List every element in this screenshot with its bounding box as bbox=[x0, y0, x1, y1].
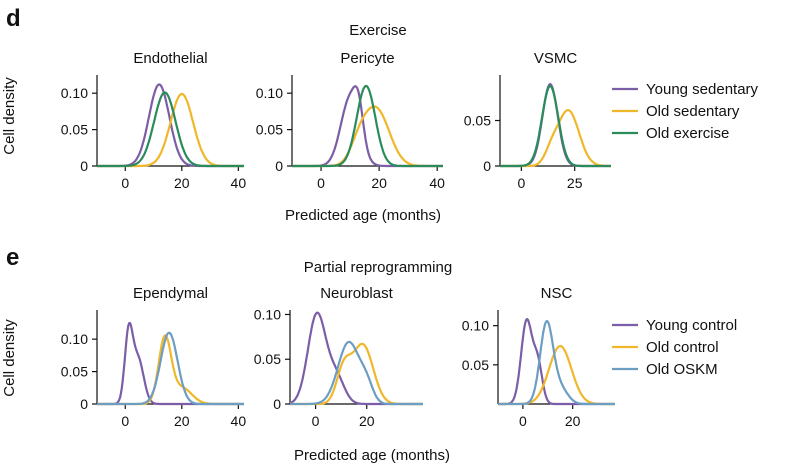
series-line-young-control bbox=[289, 311, 424, 406]
x-tick-label: 0 bbox=[121, 175, 129, 191]
panel-e-ylabel: Cell density bbox=[1, 319, 18, 397]
x-tick-label: 25 bbox=[567, 175, 583, 191]
y-tick-label: 0 bbox=[275, 158, 283, 174]
panel-d-title: Exercise bbox=[349, 22, 407, 39]
y-tick-label: 0.05 bbox=[256, 122, 283, 138]
x-tick-label: 20 bbox=[174, 413, 190, 429]
chart-title: Ependymal bbox=[133, 285, 208, 302]
x-tick-label: 0 bbox=[317, 175, 325, 191]
panel-e-letter: e bbox=[6, 244, 19, 271]
legend-label-young-sedentary: Young sedentary bbox=[646, 81, 759, 98]
legend-d: Young sedentary Old sedentary Old exerci… bbox=[612, 81, 759, 142]
series-line-young-sedentary bbox=[291, 85, 444, 168]
chart-title: Pericyte bbox=[340, 50, 394, 67]
series-line-old-exercise bbox=[499, 84, 612, 168]
x-tick-label: 40 bbox=[429, 175, 445, 191]
y-tick-label: 0 bbox=[80, 396, 88, 412]
chart-ependymal: Ependymal 0 0.05 0.10 0 20 40 bbox=[61, 285, 247, 429]
y-tick-label: 0 bbox=[273, 396, 281, 412]
y-tick-label: 0 bbox=[483, 158, 491, 174]
legend-label-old-control: Old control bbox=[646, 339, 719, 356]
series-line-old-oskm bbox=[289, 340, 424, 406]
y-tick-label: 0.05 bbox=[462, 357, 489, 373]
series-line-old-control bbox=[96, 334, 245, 406]
series-line-old-oskm bbox=[96, 331, 245, 406]
series-line-old-sedentary bbox=[499, 108, 612, 168]
panel-d-ylabel: Cell density bbox=[1, 77, 18, 155]
x-tick-label: 0 bbox=[312, 413, 320, 429]
chart-pericyte: Pericyte 0 0.05 0.10 0 20 40 bbox=[256, 50, 445, 191]
panel-d-xlabel: Predicted age (months) bbox=[285, 207, 441, 224]
y-tick-label: 0.05 bbox=[61, 364, 88, 380]
y-tick-label: 0.10 bbox=[254, 306, 281, 322]
legend-label-young-control: Young control bbox=[646, 317, 737, 334]
y-tick-label: 0.05 bbox=[254, 351, 281, 367]
series-line-old-exercise bbox=[96, 91, 245, 168]
chart-title: Endothelial bbox=[133, 50, 207, 67]
series-line-old-sedentary bbox=[291, 105, 444, 168]
chart-title: VSMC bbox=[534, 50, 578, 67]
chart-title: Neuroblast bbox=[320, 285, 393, 302]
y-tick-label: 0.10 bbox=[61, 85, 88, 101]
series-line-old-oskm bbox=[497, 319, 616, 406]
legend-label-old-oskm: Old OSKM bbox=[646, 361, 718, 378]
legend-e: Young control Old control Old OSKM bbox=[612, 317, 737, 378]
x-tick-label: 40 bbox=[231, 413, 247, 429]
chart-neuroblast: Neuroblast 0 0.05 0.10 0 20 bbox=[254, 285, 424, 429]
x-tick-label: 0 bbox=[519, 413, 527, 429]
panel-e-xlabel: Predicted age (months) bbox=[294, 447, 450, 464]
x-tick-label: 0 bbox=[517, 175, 525, 191]
y-tick-label: 0.05 bbox=[61, 122, 88, 138]
x-tick-label: 20 bbox=[371, 175, 387, 191]
x-tick-label: 20 bbox=[565, 413, 581, 429]
y-tick-label: 0.10 bbox=[61, 331, 88, 347]
chart-nsc: NSC 0.05 0.10 0 20 bbox=[462, 285, 616, 429]
series-line-old-exercise bbox=[291, 84, 444, 168]
legend-label-old-sedentary: Old sedentary bbox=[646, 103, 740, 120]
panel-e-title: Partial reprogramming bbox=[304, 259, 452, 276]
chart-vsmc: VSMC 0 0.05 0 25 bbox=[464, 50, 612, 191]
x-tick-label: 0 bbox=[121, 413, 129, 429]
y-tick-label: 0.10 bbox=[256, 85, 283, 101]
x-tick-label: 40 bbox=[231, 175, 247, 191]
y-tick-label: 0.10 bbox=[462, 318, 489, 334]
y-tick-label: 0 bbox=[80, 158, 88, 174]
chart-panels: Endothelial 0 0.05 0.10 0 20 40 Pericyte 0 0.05 0.… bbox=[61, 50, 616, 429]
x-tick-label: 20 bbox=[359, 413, 375, 429]
chart-title: NSC bbox=[541, 285, 573, 302]
x-tick-label: 20 bbox=[174, 175, 190, 191]
panel-d-letter: d bbox=[6, 5, 21, 32]
legend-label-old-exercise: Old exercise bbox=[646, 125, 729, 142]
y-tick-label: 0.05 bbox=[464, 113, 491, 129]
chart-endothelial: Endothelial 0 0.05 0.10 0 20 40 bbox=[61, 50, 247, 191]
